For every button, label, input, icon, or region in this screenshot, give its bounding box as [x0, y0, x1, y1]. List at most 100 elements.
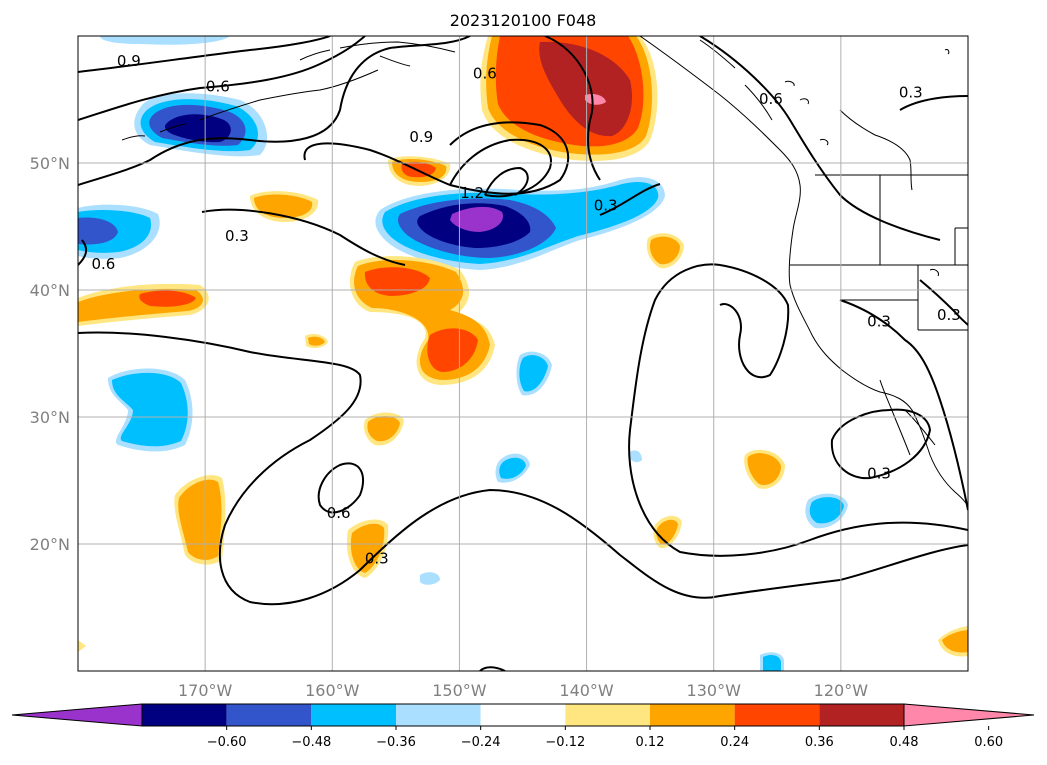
lon-label: 150°W — [432, 681, 487, 700]
colorbar-segment — [565, 704, 650, 726]
contour-line — [899, 95, 968, 111]
contour-label: 0.6 — [473, 65, 497, 83]
plot-frame — [77, 35, 969, 672]
contour-label: 0.6 — [206, 77, 230, 95]
contour-label: 0.3 — [867, 465, 891, 483]
shade-region — [539, 41, 632, 137]
coastline — [121, 41, 456, 141]
contour-lines — [78, 36, 968, 671]
contour-label: 0.9 — [117, 52, 141, 70]
shade-region — [585, 93, 606, 105]
colorbar-tick-label: −0.24 — [461, 735, 501, 750]
contour-line — [78, 36, 366, 121]
shade-region — [350, 523, 385, 573]
lat-label: 30°N — [30, 408, 70, 427]
lon-label: 170°W — [178, 681, 233, 700]
colorbar-extend-low — [11, 703, 143, 727]
lon-label: 130°W — [687, 681, 742, 700]
shade-region — [519, 355, 548, 392]
contour-line — [317, 462, 365, 514]
colorbar-tick-label: 0.24 — [720, 735, 749, 750]
contour-line — [78, 331, 968, 606]
colorbar-extend-high — [903, 703, 1035, 727]
contour-label: 0.3 — [937, 306, 961, 324]
gridlines — [78, 36, 968, 671]
coastline — [790, 174, 968, 331]
lat-label: 40°N — [30, 281, 70, 300]
lat-label: 50°N — [30, 154, 70, 173]
lon-label: 140°W — [559, 681, 614, 700]
shade-region — [763, 654, 781, 671]
colorbar-tick-label: 0.60 — [974, 735, 1003, 750]
contour-label: 0.3 — [365, 550, 389, 568]
shade-region — [139, 290, 196, 307]
colorbar-tick-label: 0.48 — [890, 735, 919, 750]
colorbar-tick-label: 0.36 — [805, 735, 834, 750]
contour-line — [628, 263, 968, 557]
shade-region — [747, 453, 781, 486]
colorbar-outline — [141, 703, 905, 727]
shade-region — [499, 457, 526, 479]
coastline — [879, 379, 936, 456]
coastline — [784, 49, 950, 277]
colorbar-tick-label: −0.12 — [545, 735, 585, 750]
shade-region — [942, 630, 968, 653]
shade-region — [450, 206, 504, 232]
colorbar-segment — [142, 704, 227, 726]
contour-line — [78, 239, 88, 266]
colorbar-segment — [226, 704, 312, 726]
lat-label: 20°N — [30, 535, 70, 554]
shade-region — [809, 497, 844, 524]
shade-region — [427, 328, 478, 372]
shade-region — [308, 336, 325, 346]
shade-region — [164, 114, 231, 143]
contour-line — [78, 36, 331, 73]
contour-line — [839, 299, 968, 511]
shade-region — [100, 36, 230, 45]
colorbar-tick-label: −0.48 — [291, 735, 331, 750]
shade-region — [78, 217, 118, 245]
contour-line — [479, 666, 506, 671]
map-title: 2023120100 F048 — [450, 11, 597, 30]
contour-line — [919, 279, 968, 326]
colorbar-tick-label: −0.60 — [207, 735, 247, 750]
contour-line — [830, 408, 932, 480]
colorbar: −0.60 −0.48 −0.36 −0.24 −0.12 0.12 0.24 0.36 0.4… — [11, 703, 1035, 750]
contour-labels: 0.9 0.6 0.6 0.3 0.9 0.6 1.2 0.3 0.6 0.3 0.3 0.3 0.3 0… — [91, 52, 961, 568]
colorbar-tick-label: −0.36 — [376, 735, 416, 750]
shade-region — [650, 236, 680, 265]
longitude-labels: 170°W 160°W 150°W 140°W 130°W 120°W — [178, 681, 868, 700]
contour-line — [449, 138, 552, 198]
colorbar-segment — [734, 704, 820, 726]
contour-line — [599, 183, 661, 216]
coastline — [639, 36, 968, 509]
contour-label: 0.9 — [409, 128, 433, 146]
contour-line — [78, 36, 471, 186]
shade-region — [630, 450, 642, 463]
colorbar-segment — [650, 704, 735, 726]
colorbar-segment — [480, 704, 566, 726]
contour-label: 0.6 — [91, 255, 115, 273]
contour-label: 0.3 — [899, 84, 923, 102]
plot-area: 0.9 0.6 0.6 0.3 0.9 0.6 1.2 0.3 0.6 0.3 0.3 0.3 0.3 0… — [78, 36, 968, 671]
colorbar-segment — [396, 704, 481, 726]
contour-label: 0.6 — [759, 90, 783, 108]
contour-line — [719, 264, 790, 379]
shaded-field — [78, 36, 968, 671]
lon-label: 160°W — [305, 681, 360, 700]
shade-region — [112, 372, 188, 447]
lon-label: 120°W — [814, 681, 869, 700]
contour-label: 0.3 — [594, 197, 618, 215]
shade-region — [78, 640, 86, 652]
colorbar-segment — [819, 704, 904, 726]
shade-region — [420, 572, 440, 585]
contour-line — [201, 208, 406, 266]
contour-line — [303, 121, 570, 195]
coastline — [699, 39, 913, 191]
colorbar-segment — [311, 704, 396, 726]
colorbar-tick-label: 0.12 — [636, 735, 665, 750]
contour-label: 0.3 — [867, 312, 891, 330]
shade-region — [178, 479, 222, 560]
contour-line — [484, 166, 529, 196]
